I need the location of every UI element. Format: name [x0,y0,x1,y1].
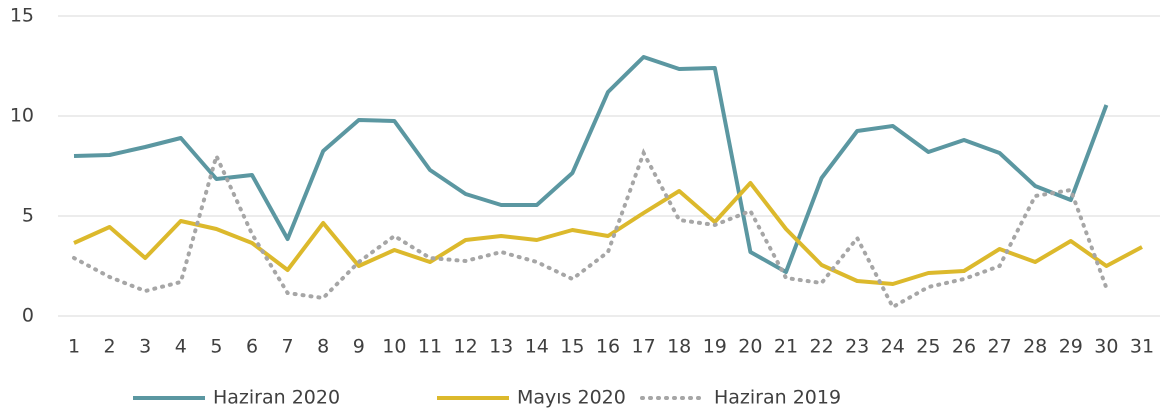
x-tick-label: 21 [774,336,798,358]
x-tick-label: 25 [916,336,940,358]
y-tick-label: 0 [22,305,34,327]
x-tick-label: 29 [1059,336,1083,358]
x-tick-label: 20 [738,336,762,358]
x-tick-label: 15 [560,336,584,358]
x-tick-label: 12 [454,336,478,358]
series-line [73,55,1109,274]
x-tick-label: 9 [353,336,365,358]
y-tick-label: 5 [22,205,34,227]
x-tick-label: 22 [810,336,834,358]
x-tick-label: 14 [525,336,549,358]
x-tick-label: 7 [282,336,294,358]
legend-label: Mayıs 2020 [517,387,626,409]
x-tick-label: 23 [845,336,869,358]
x-tick-label: 26 [952,336,976,358]
x-tick-label: 2 [104,336,116,358]
x-tick-label: 8 [317,336,329,358]
x-tick-label: 5 [210,336,222,358]
x-tick-label: 10 [382,336,406,358]
legend-label: Haziran 2020 [213,387,340,409]
series-line [73,181,1143,286]
x-tick-label: 18 [667,336,691,358]
x-tick-label: 30 [1094,336,1118,358]
x-tick-label: 17 [632,336,656,358]
legend-label: Haziran 2019 [714,387,841,409]
y-tick-label: 15 [10,5,34,27]
y-tick-label: 10 [10,105,34,127]
x-tick-label: 24 [881,336,905,358]
x-tick-label: 11 [418,336,442,358]
series-line [72,148,1109,310]
x-tick-label: 6 [246,336,258,358]
x-tick-label: 28 [1023,336,1047,358]
x-tick-label: 4 [175,336,187,358]
x-tick-label: 31 [1130,336,1154,358]
x-tick-label: 3 [139,336,151,358]
x-tick-label: 13 [489,336,513,358]
x-tick-label: 16 [596,336,620,358]
x-tick-label: 1 [68,336,80,358]
x-tick-label: 27 [988,336,1012,358]
x-tick-label: 19 [703,336,727,358]
